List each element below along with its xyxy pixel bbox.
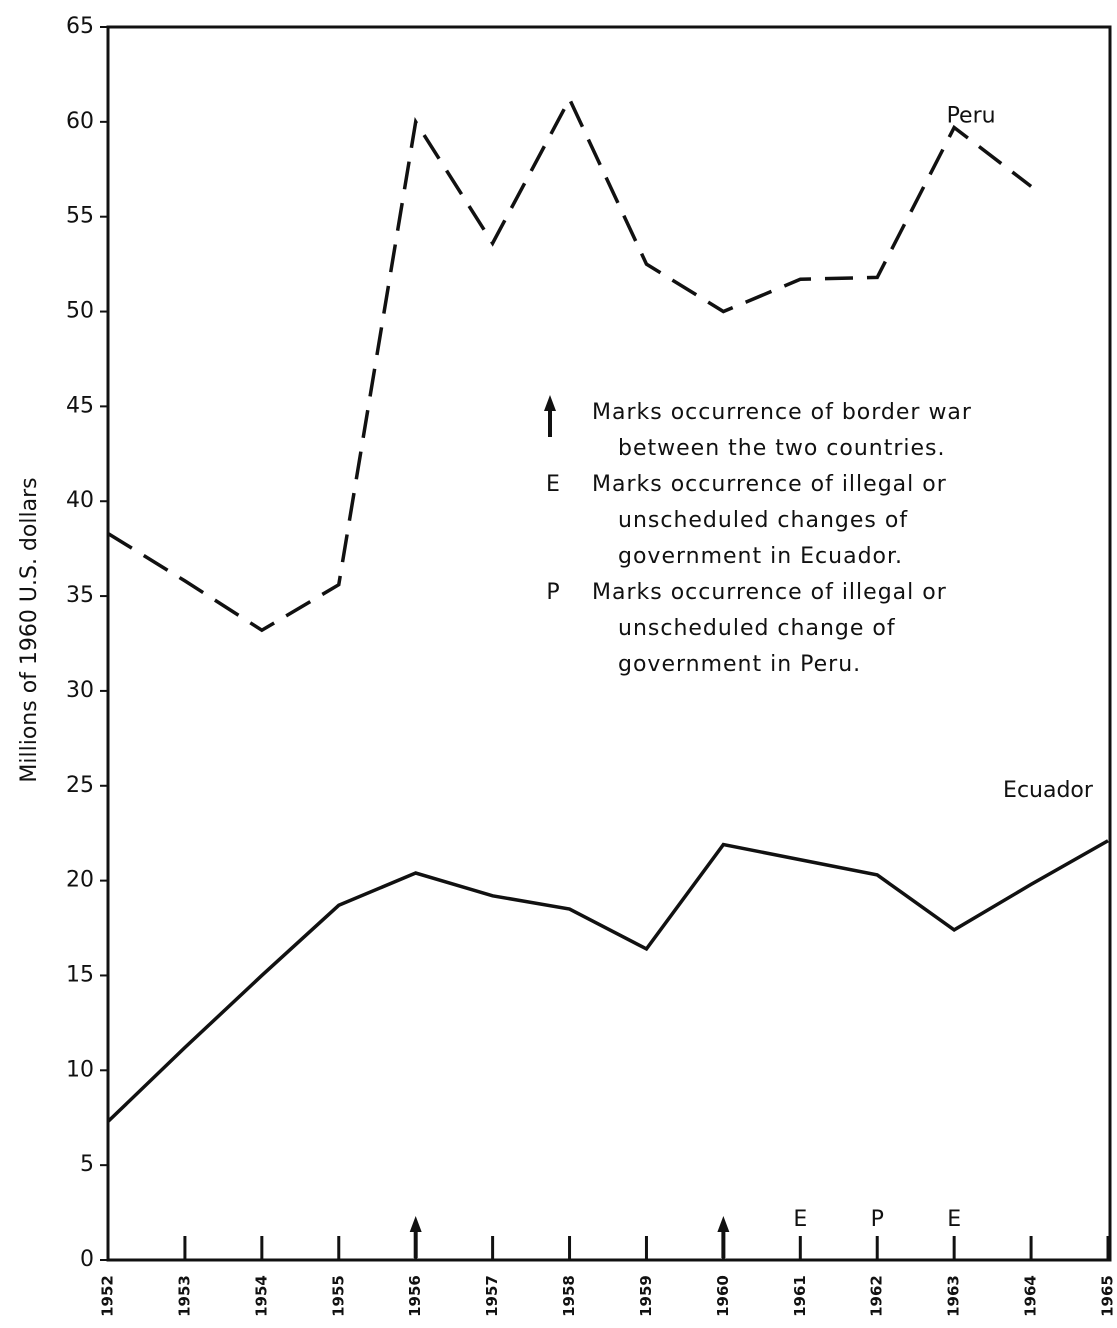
y-tick-label: 15: [66, 962, 94, 987]
plot-frame: [106, 25, 1112, 1262]
note-text: Marks occurrence of border war: [592, 400, 972, 425]
x-tick-label: 1958: [560, 1275, 578, 1317]
note-text: government in Ecuador.: [618, 544, 903, 569]
x-tick-label: 1964: [1022, 1275, 1040, 1317]
note-arrow: [544, 395, 556, 411]
x-tick-label: 1963: [945, 1275, 963, 1317]
x-tick-label: 1957: [483, 1275, 501, 1317]
x-tick-label: 1962: [868, 1275, 886, 1317]
y-tick-label: 65: [66, 14, 94, 39]
x-tick-label: 1954: [252, 1275, 270, 1317]
y-tick-label: 20: [66, 868, 94, 893]
x-tick-label: 1961: [791, 1275, 809, 1317]
x-tick-label: 1955: [329, 1275, 347, 1317]
note-marker: E: [546, 472, 560, 497]
note-text: unscheduled changes of: [618, 508, 908, 533]
y-tick-label: 35: [66, 583, 94, 608]
event-arrow: [717, 1216, 730, 1232]
y-tick-label: 0: [80, 1247, 94, 1272]
y-tick-label: 30: [66, 678, 94, 703]
series-line: [107, 95, 1033, 633]
note-text: Marks occurrence of illegal or: [592, 580, 947, 605]
series-line: [106, 839, 1109, 1123]
note-text: Marks occurrence of illegal or: [592, 472, 947, 497]
event-label: E: [793, 1207, 807, 1232]
event-arrow: [409, 1216, 422, 1232]
y-tick-label: 10: [66, 1057, 94, 1082]
y-tick-label: 25: [66, 773, 94, 798]
y-axis-label: Millions of 1960 U.S. dollars: [17, 477, 42, 782]
y-tick-label: 60: [66, 109, 94, 134]
x-tick-label: 1965: [1099, 1275, 1117, 1317]
y-tick-label: 55: [66, 204, 94, 229]
x-tick-label: 1956: [406, 1275, 424, 1317]
y-tick-label: 5: [80, 1152, 94, 1177]
y-tick-label: 45: [66, 393, 94, 418]
y-tick-label: 50: [66, 299, 94, 324]
note-text: between the two countries.: [618, 436, 946, 461]
event-label: E: [947, 1207, 961, 1232]
series-label: Ecuador: [1003, 778, 1094, 803]
note-marker: P: [546, 580, 559, 605]
x-tick-label: 1952: [99, 1275, 117, 1317]
series-label: Peru: [947, 103, 996, 128]
event-label: P: [871, 1207, 884, 1232]
x-tick-label: 1953: [175, 1275, 193, 1317]
y-tick-label: 40: [66, 488, 94, 513]
note-text: unscheduled change of: [618, 616, 896, 641]
note-text: government in Peru.: [618, 652, 861, 677]
x-tick-label: 1960: [714, 1275, 732, 1317]
x-tick-label: 1959: [637, 1275, 655, 1317]
